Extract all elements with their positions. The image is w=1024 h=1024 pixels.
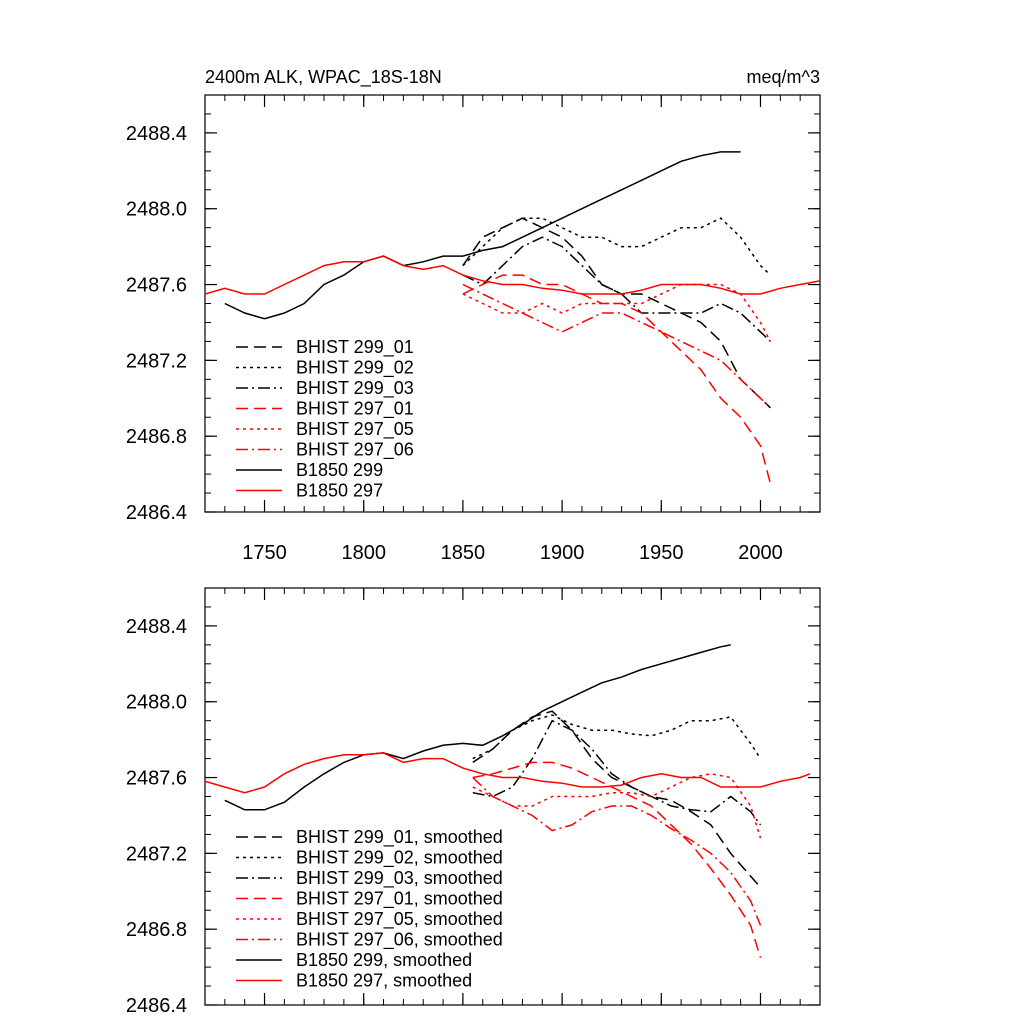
chart-panel-bottom: 2486.4 2486.8 2487.2 2487.6 2488.0 2488.4 BHIS… [126, 587, 821, 1017]
series-line-bhist-297-05 [462, 283, 772, 342]
x-tick-label: 1900 [540, 542, 585, 564]
legend-entry: BHIST 299_02 [296, 358, 414, 379]
y-tick-label: 2486.4 [126, 502, 187, 524]
series-line-b1850-299 [224, 151, 741, 320]
series-line-bhist-299-02 [462, 217, 771, 276]
series-line-b1850-299-smoothed [224, 644, 731, 811]
chart-panel-top: 2486.4 2486.8 2487.2 2487.6 2488.0 2488.4 1750… [126, 67, 821, 564]
series-line-bhist-297-05-smoothed [472, 773, 762, 839]
legend-entry: BHIST 297_01 [296, 399, 414, 420]
y-tick-label: 2486.8 [126, 919, 187, 941]
x-tick-label: 1800 [341, 542, 386, 564]
y-tick-label: 2488.0 [126, 692, 187, 714]
legend-entry: BHIST 299_02, smoothed [296, 848, 503, 869]
y-tick-label: 2486.4 [126, 995, 187, 1017]
units-label: meq/m^3 [747, 67, 820, 87]
x-tick-label: 1750 [242, 542, 287, 564]
legend-entry: B1850 299 [296, 460, 383, 480]
y-tick-label: 2487.2 [126, 843, 187, 865]
legend-entry: BHIST 299_03, smoothed [296, 868, 503, 889]
legend-entry: B1850 299, smoothed [296, 950, 472, 970]
series-line-b1850-297-smoothed [205, 752, 811, 794]
chart-title: 2400m ALK, WPAC_18S-18N [205, 67, 442, 88]
x-tick-label: 2000 [738, 542, 783, 564]
y-tick-label: 2487.6 [126, 768, 187, 790]
legend-entry: BHIST 297_06, smoothed [296, 930, 503, 951]
legend-entry: B1850 297, smoothed [296, 971, 472, 991]
y-tick-label: 2488.4 [126, 616, 187, 638]
y-tick-label: 2488.0 [126, 199, 187, 221]
x-tick-label: 1850 [441, 542, 486, 564]
x-tick-label: 1950 [639, 542, 684, 564]
series-line-bhist-299-03 [462, 236, 771, 342]
legend-entry: BHIST 299_01 [296, 337, 414, 358]
series-line-bhist-299-03-smoothed [472, 719, 762, 826]
series-line-bhist-297-06-smoothed [472, 776, 762, 926]
series-line-b1850-297 [205, 255, 820, 295]
legend-entry: BHIST 297_05, smoothed [296, 909, 503, 930]
series-line-bhist-299-02-smoothed [472, 714, 762, 760]
legend-entry: B1850 297 [296, 481, 383, 501]
legend-entry: BHIST 299_01, smoothed [296, 827, 503, 848]
legend-entry: BHIST 297_05 [296, 419, 414, 440]
legend-entry: BHIST 297_01, smoothed [296, 889, 503, 910]
legend-entry: BHIST 297_06 [296, 440, 414, 461]
y-tick-label: 2487.2 [126, 350, 187, 372]
y-tick-label: 2487.6 [126, 275, 187, 297]
legend-entry: BHIST 299_03 [296, 378, 414, 399]
y-tick-label: 2488.4 [126, 123, 187, 145]
series-line-bhist-297-06 [462, 283, 771, 409]
series-line-bhist-297-01-smoothed [472, 761, 762, 958]
y-tick-label: 2486.8 [126, 426, 187, 448]
series-line-bhist-299-01-smoothed [472, 710, 762, 888]
